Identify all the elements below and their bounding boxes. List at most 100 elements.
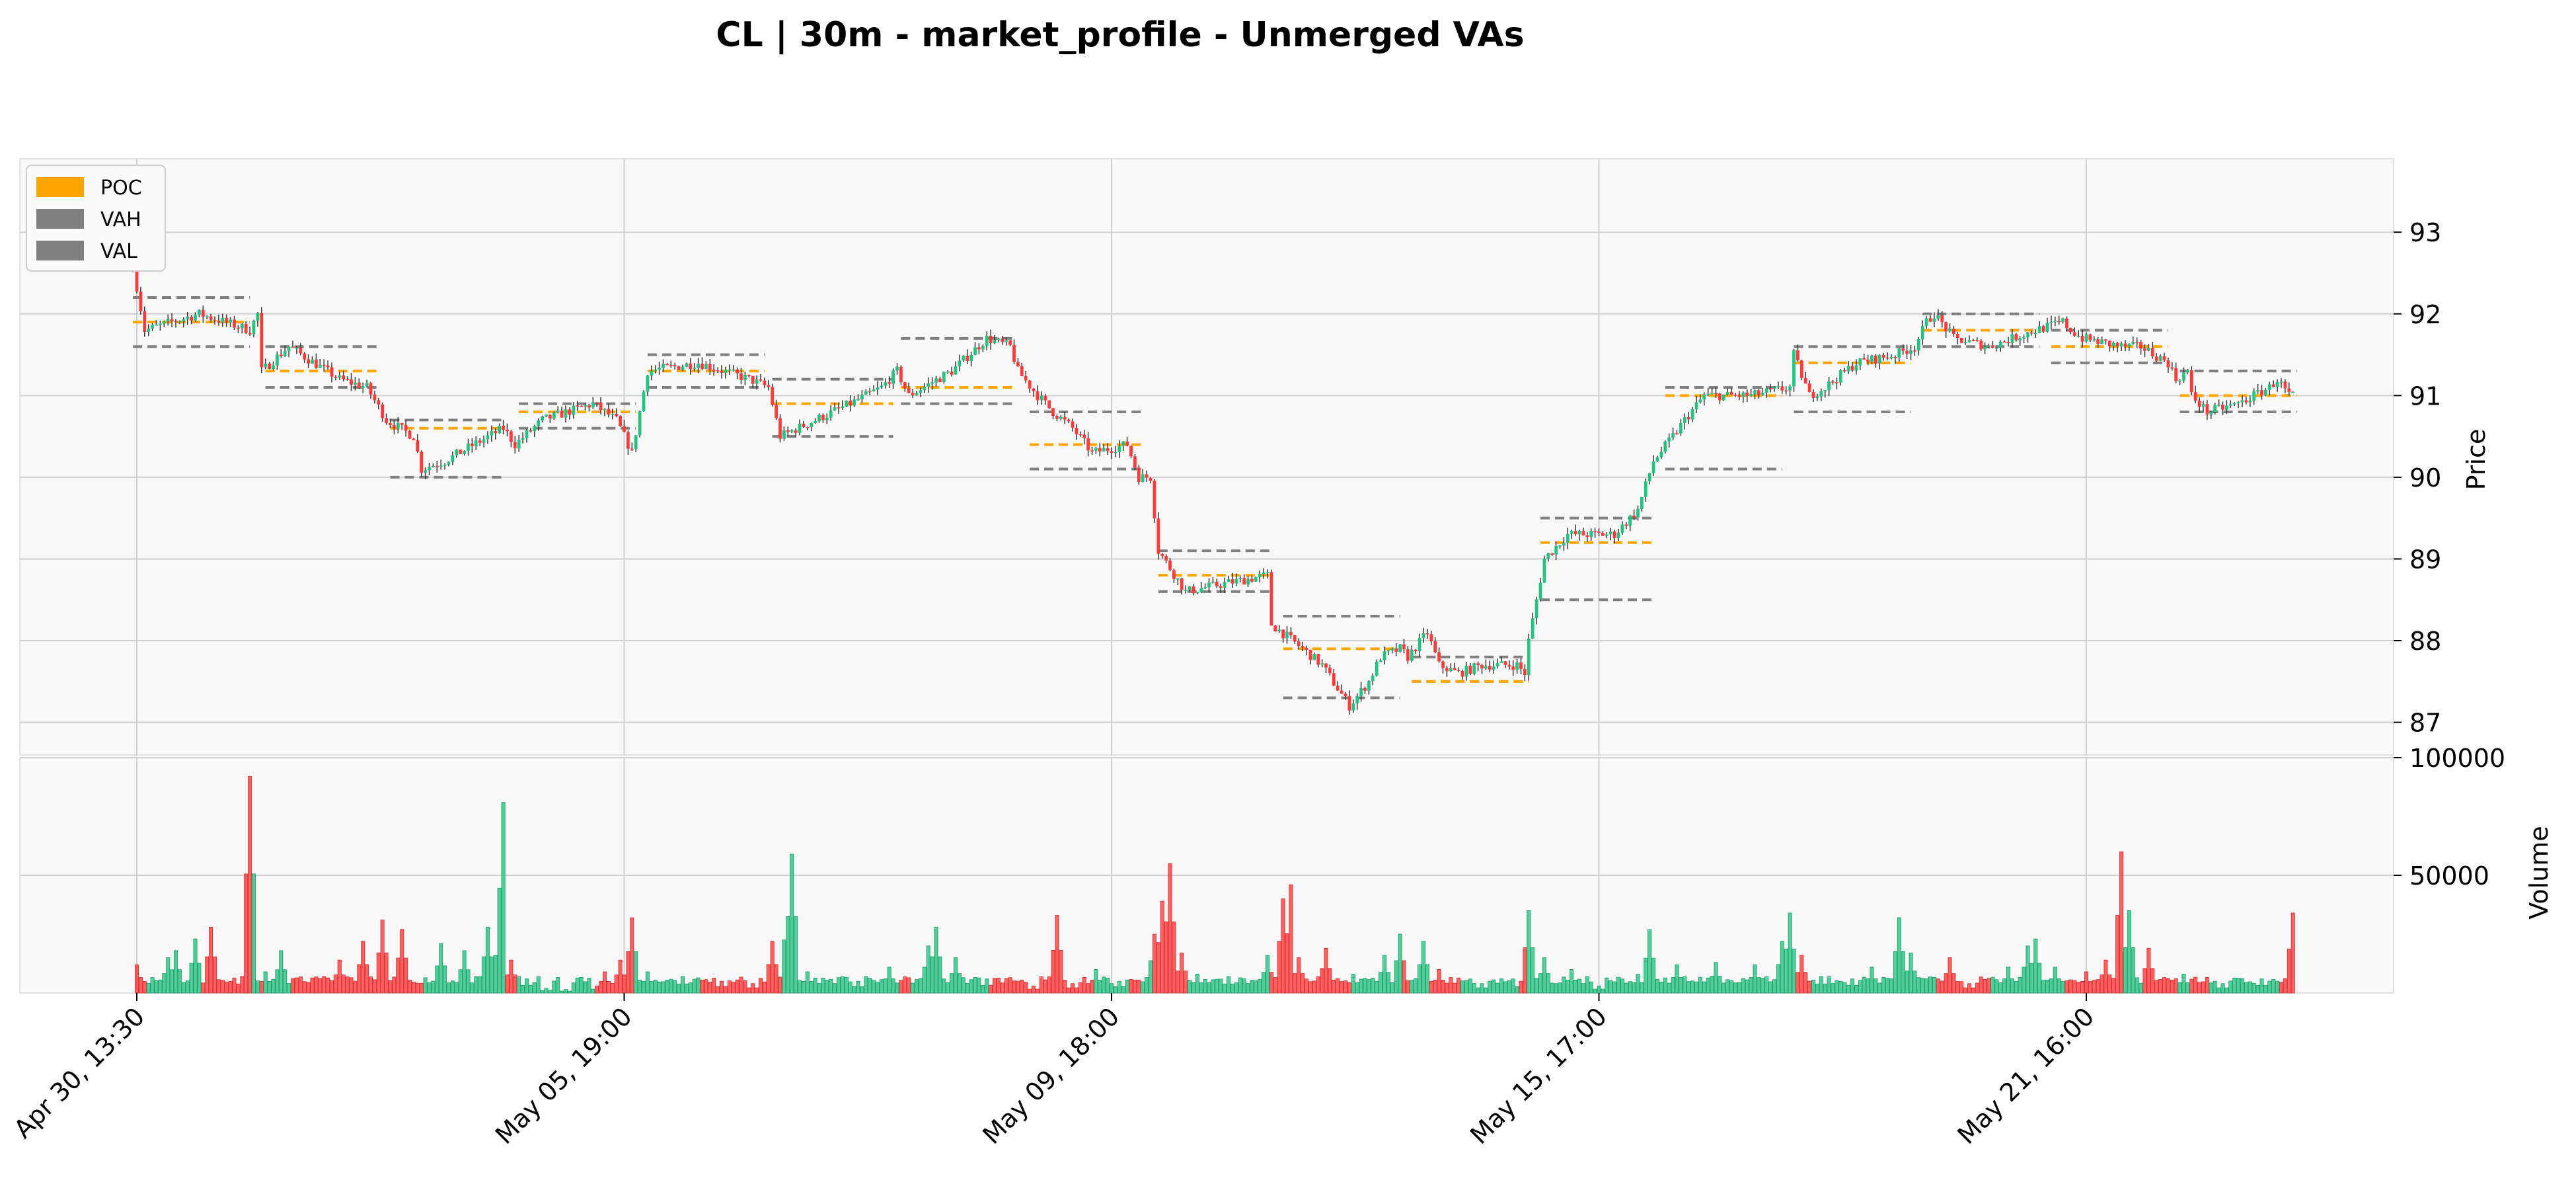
candle-body xyxy=(1531,618,1534,639)
candle-body xyxy=(907,387,911,393)
candle-body xyxy=(930,382,934,384)
candle-body xyxy=(2201,404,2205,407)
candle xyxy=(1913,345,1916,356)
volume-bar xyxy=(591,988,595,994)
candle xyxy=(521,432,525,444)
candle xyxy=(182,317,186,328)
candle-body xyxy=(338,375,342,378)
candle-body xyxy=(393,424,396,429)
candle xyxy=(1398,644,1402,653)
volume-bar xyxy=(1480,983,1484,994)
candle-body xyxy=(1838,370,1842,383)
volume-bar xyxy=(1227,976,1231,994)
candle xyxy=(576,401,580,411)
candle xyxy=(817,413,821,423)
candle xyxy=(1394,643,1398,656)
volume-bar xyxy=(1663,977,1667,994)
candle-body xyxy=(1016,362,1020,366)
candle-body xyxy=(1063,416,1067,420)
candle-body xyxy=(1094,448,1098,451)
candle xyxy=(736,367,739,379)
candle-body xyxy=(1324,663,1328,668)
candle xyxy=(997,337,1001,342)
candle xyxy=(1955,332,1959,344)
volume-bar xyxy=(1838,980,1843,994)
candle-body xyxy=(510,431,513,442)
volume-bar xyxy=(2154,980,2159,994)
volume-bar xyxy=(1312,980,1316,994)
volume-bar xyxy=(571,982,576,994)
candle-body xyxy=(471,444,474,447)
volume-bar xyxy=(1063,980,1067,994)
volume-bar xyxy=(1484,987,1488,994)
volume-bar xyxy=(1679,977,1683,994)
candle xyxy=(1605,532,1609,539)
candle xyxy=(1457,667,1460,672)
candle xyxy=(1340,684,1344,694)
volume-bar xyxy=(146,982,151,994)
candle xyxy=(864,389,868,395)
candle xyxy=(1838,369,1842,386)
candle-body xyxy=(1418,638,1421,652)
volume-bar xyxy=(251,873,256,994)
volume-bar xyxy=(1449,977,1453,994)
candle xyxy=(1620,521,1624,535)
candle xyxy=(1796,344,1799,362)
candle xyxy=(572,402,576,419)
candle xyxy=(759,374,763,382)
candle xyxy=(2045,317,2049,333)
volume-bar xyxy=(189,963,194,994)
volume-bar xyxy=(1507,980,1511,994)
volume-bar xyxy=(813,978,817,994)
candle xyxy=(1566,528,1570,549)
candle xyxy=(400,422,404,430)
candle xyxy=(2119,341,2123,351)
volume-bar xyxy=(716,986,720,994)
candle xyxy=(1905,344,1909,360)
candle xyxy=(1967,335,1971,343)
candle-body xyxy=(2100,339,2103,344)
volume-bar xyxy=(2096,979,2100,994)
candle xyxy=(1979,339,1983,351)
volume-bar xyxy=(731,982,736,994)
candle xyxy=(1149,477,1153,484)
candle-body xyxy=(790,430,794,432)
volume-bar xyxy=(681,976,685,994)
candle-body xyxy=(619,416,622,426)
volume-bar xyxy=(193,938,198,994)
candle xyxy=(1312,653,1316,660)
candle-body xyxy=(1768,388,1772,390)
price-panel-background xyxy=(19,158,2394,756)
candle-body xyxy=(665,364,669,366)
candle-body xyxy=(817,415,821,421)
candle-body xyxy=(755,379,759,384)
candle xyxy=(1480,663,1484,674)
candle-body xyxy=(564,409,568,418)
candle xyxy=(1702,392,1706,406)
candle xyxy=(1550,553,1554,556)
volume-bar xyxy=(544,988,549,994)
volume-bar xyxy=(2029,963,2034,994)
candle xyxy=(806,426,810,430)
volume-bar xyxy=(2216,987,2221,994)
candle xyxy=(459,449,463,454)
volume-bar xyxy=(283,969,287,994)
volume-bar xyxy=(1160,900,1164,994)
candle-body xyxy=(1145,474,1149,478)
candle-body xyxy=(279,354,283,356)
candle xyxy=(1648,473,1651,485)
candle xyxy=(1784,386,1788,395)
candle xyxy=(829,405,833,421)
candle-body xyxy=(1819,391,1823,397)
candle-body xyxy=(408,430,412,439)
price-tick-label: 89 xyxy=(2409,545,2441,574)
candle-body xyxy=(1694,402,1698,409)
candle-body xyxy=(1293,635,1297,642)
candle xyxy=(868,387,872,395)
candle xyxy=(888,376,891,389)
candle-body xyxy=(521,438,525,440)
candle-body xyxy=(1534,599,1538,619)
candle-body xyxy=(354,382,357,385)
candle-body xyxy=(159,323,162,325)
